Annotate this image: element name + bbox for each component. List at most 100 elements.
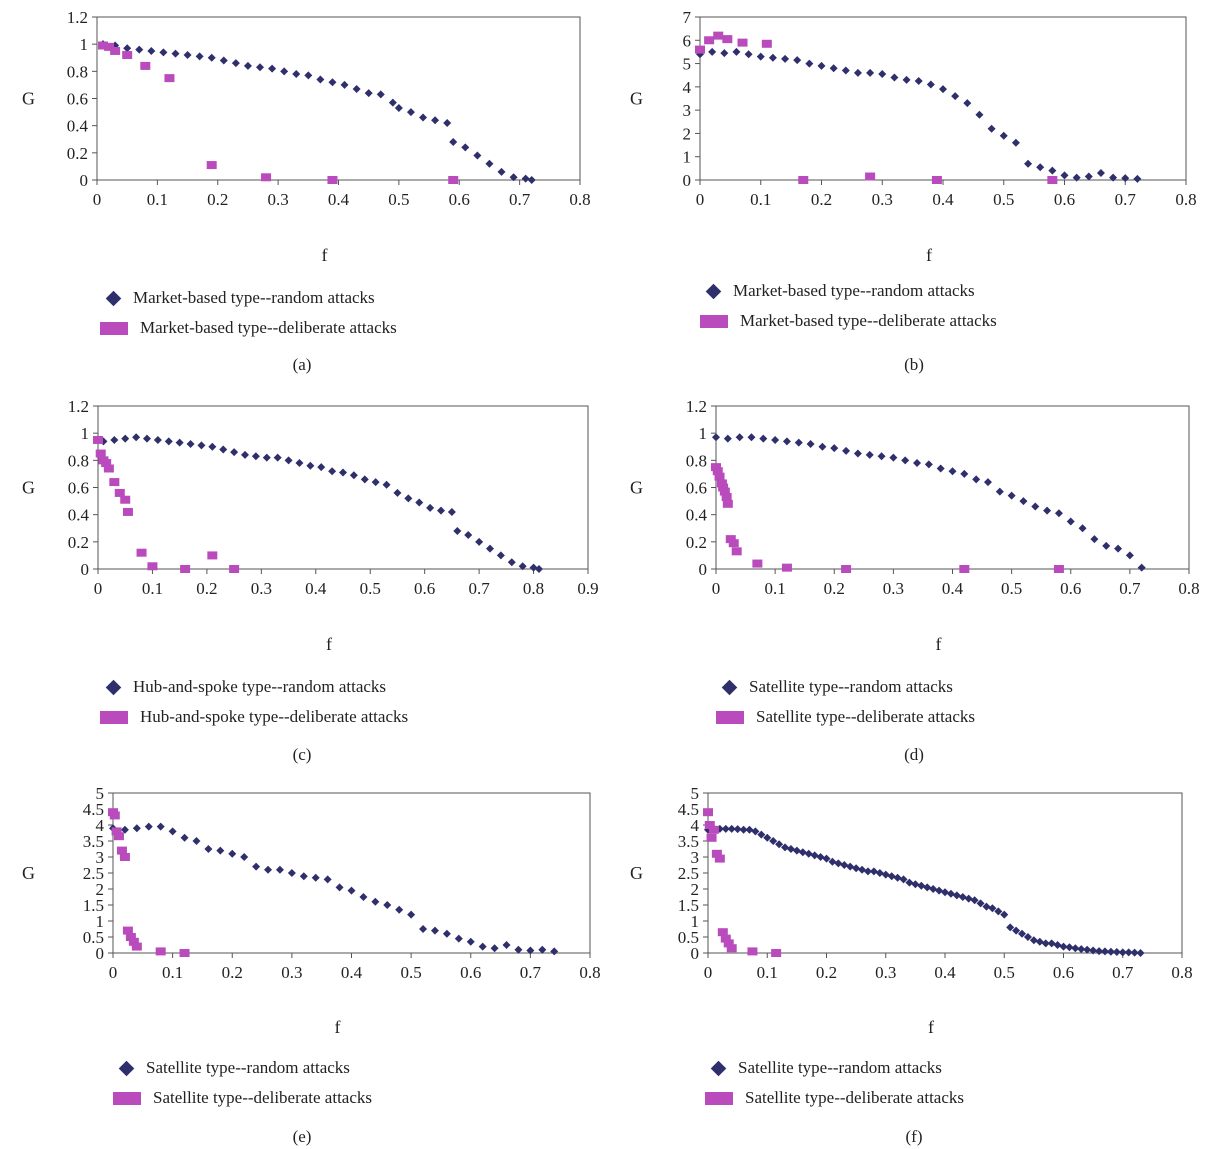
data-point [881,870,890,879]
data-point [1114,544,1123,553]
y-tick-label: 0 [683,171,692,190]
y-tick-label: 1 [81,424,90,443]
x-tick-label: 0.1 [142,579,163,598]
data-point [714,472,725,481]
data-point [442,929,451,938]
x-tick-label: 0.3 [883,579,904,598]
data-point [976,899,985,908]
y-tick-label: 3 [691,848,700,867]
series-random [712,433,1146,572]
data-point [299,872,308,881]
data-point [352,84,361,93]
data-point [485,159,494,168]
x-tick-label: 0.7 [509,190,531,209]
data-point [168,827,177,836]
data-point [817,61,826,70]
y-tick-label: 0.4 [686,506,708,525]
data-point [120,495,131,504]
data-point [327,176,338,184]
x-tick-label: 0.3 [872,190,893,209]
data-point [514,945,523,954]
y-tick-label: 0 [96,944,105,963]
data-point [1133,174,1142,183]
data-point [371,897,380,906]
data-point [502,941,511,949]
data-point [426,503,435,512]
data-point [786,845,795,853]
data-point [745,825,754,834]
legend-label: Market-based type--deliberate attacks [140,318,397,337]
data-point [317,463,326,472]
x-tick-label: 0.3 [875,963,896,982]
data-point [328,467,337,476]
y-tick-label: 2.5 [83,864,104,883]
data-point [963,99,972,108]
data-point [268,64,277,73]
data-point [757,830,766,839]
data-point [447,507,456,516]
y-tick-label: 0.2 [686,533,707,552]
data-point [1077,945,1086,954]
data-point [1036,163,1045,172]
x-tick-label: 0.4 [932,190,954,209]
data-point [704,821,715,829]
data-point [164,74,175,83]
data-point [535,565,543,573]
data-point [431,116,440,125]
data-point [712,467,723,476]
data-point [323,875,332,884]
square-marker-icon [716,710,744,724]
data-point [284,456,293,465]
data-point [1124,948,1133,957]
x-tick-label: 0.6 [460,963,481,982]
data-point [723,434,732,443]
data-point [721,824,730,833]
data-point [711,849,722,858]
data-point [1109,173,1118,182]
data-point [771,949,782,957]
legend-item: Satellite type--deliberate attacks [716,702,975,732]
data-point [936,464,945,473]
data-point [852,864,861,873]
panel-caption: (b) [904,355,924,374]
y-tick-label: 5 [96,784,105,803]
data-point [1043,506,1052,515]
data-point [704,36,715,45]
data-point [486,544,494,553]
y-tick-label: 1 [683,148,692,167]
data-point [1072,173,1081,182]
data-point [406,108,415,117]
data-point [769,837,778,845]
data-point [219,445,228,454]
data-point [175,438,184,447]
y-tick-label: 5 [683,55,692,74]
data-point [419,925,428,933]
data-point [197,441,206,450]
x-tick-label: 0.5 [993,190,1014,209]
x-tick-label: 0.5 [388,190,409,209]
legend-item: Satellite type--deliberate attacks [113,1083,372,1113]
data-point [121,434,130,443]
data-point [948,467,957,476]
data-point [972,475,981,484]
data-point [478,942,487,951]
data-point [858,865,867,874]
y-tick-label: 4.5 [678,800,699,819]
data-point [1066,517,1075,526]
data-point [464,531,473,540]
y-tick-label: 1.5 [678,896,699,915]
data-point [926,80,935,89]
data-point [347,886,356,895]
data-point [490,944,499,953]
data-point [183,51,192,60]
x-tick-label: 0.8 [1175,190,1196,209]
data-point [527,176,536,184]
data-point [941,888,949,897]
legend: Satellite type--random attacks Satellite … [716,672,975,732]
data-point [395,905,404,914]
data-point [156,822,165,831]
data-point [875,869,884,877]
data-point [538,945,547,954]
data-point [794,438,803,447]
data-point [781,563,792,572]
